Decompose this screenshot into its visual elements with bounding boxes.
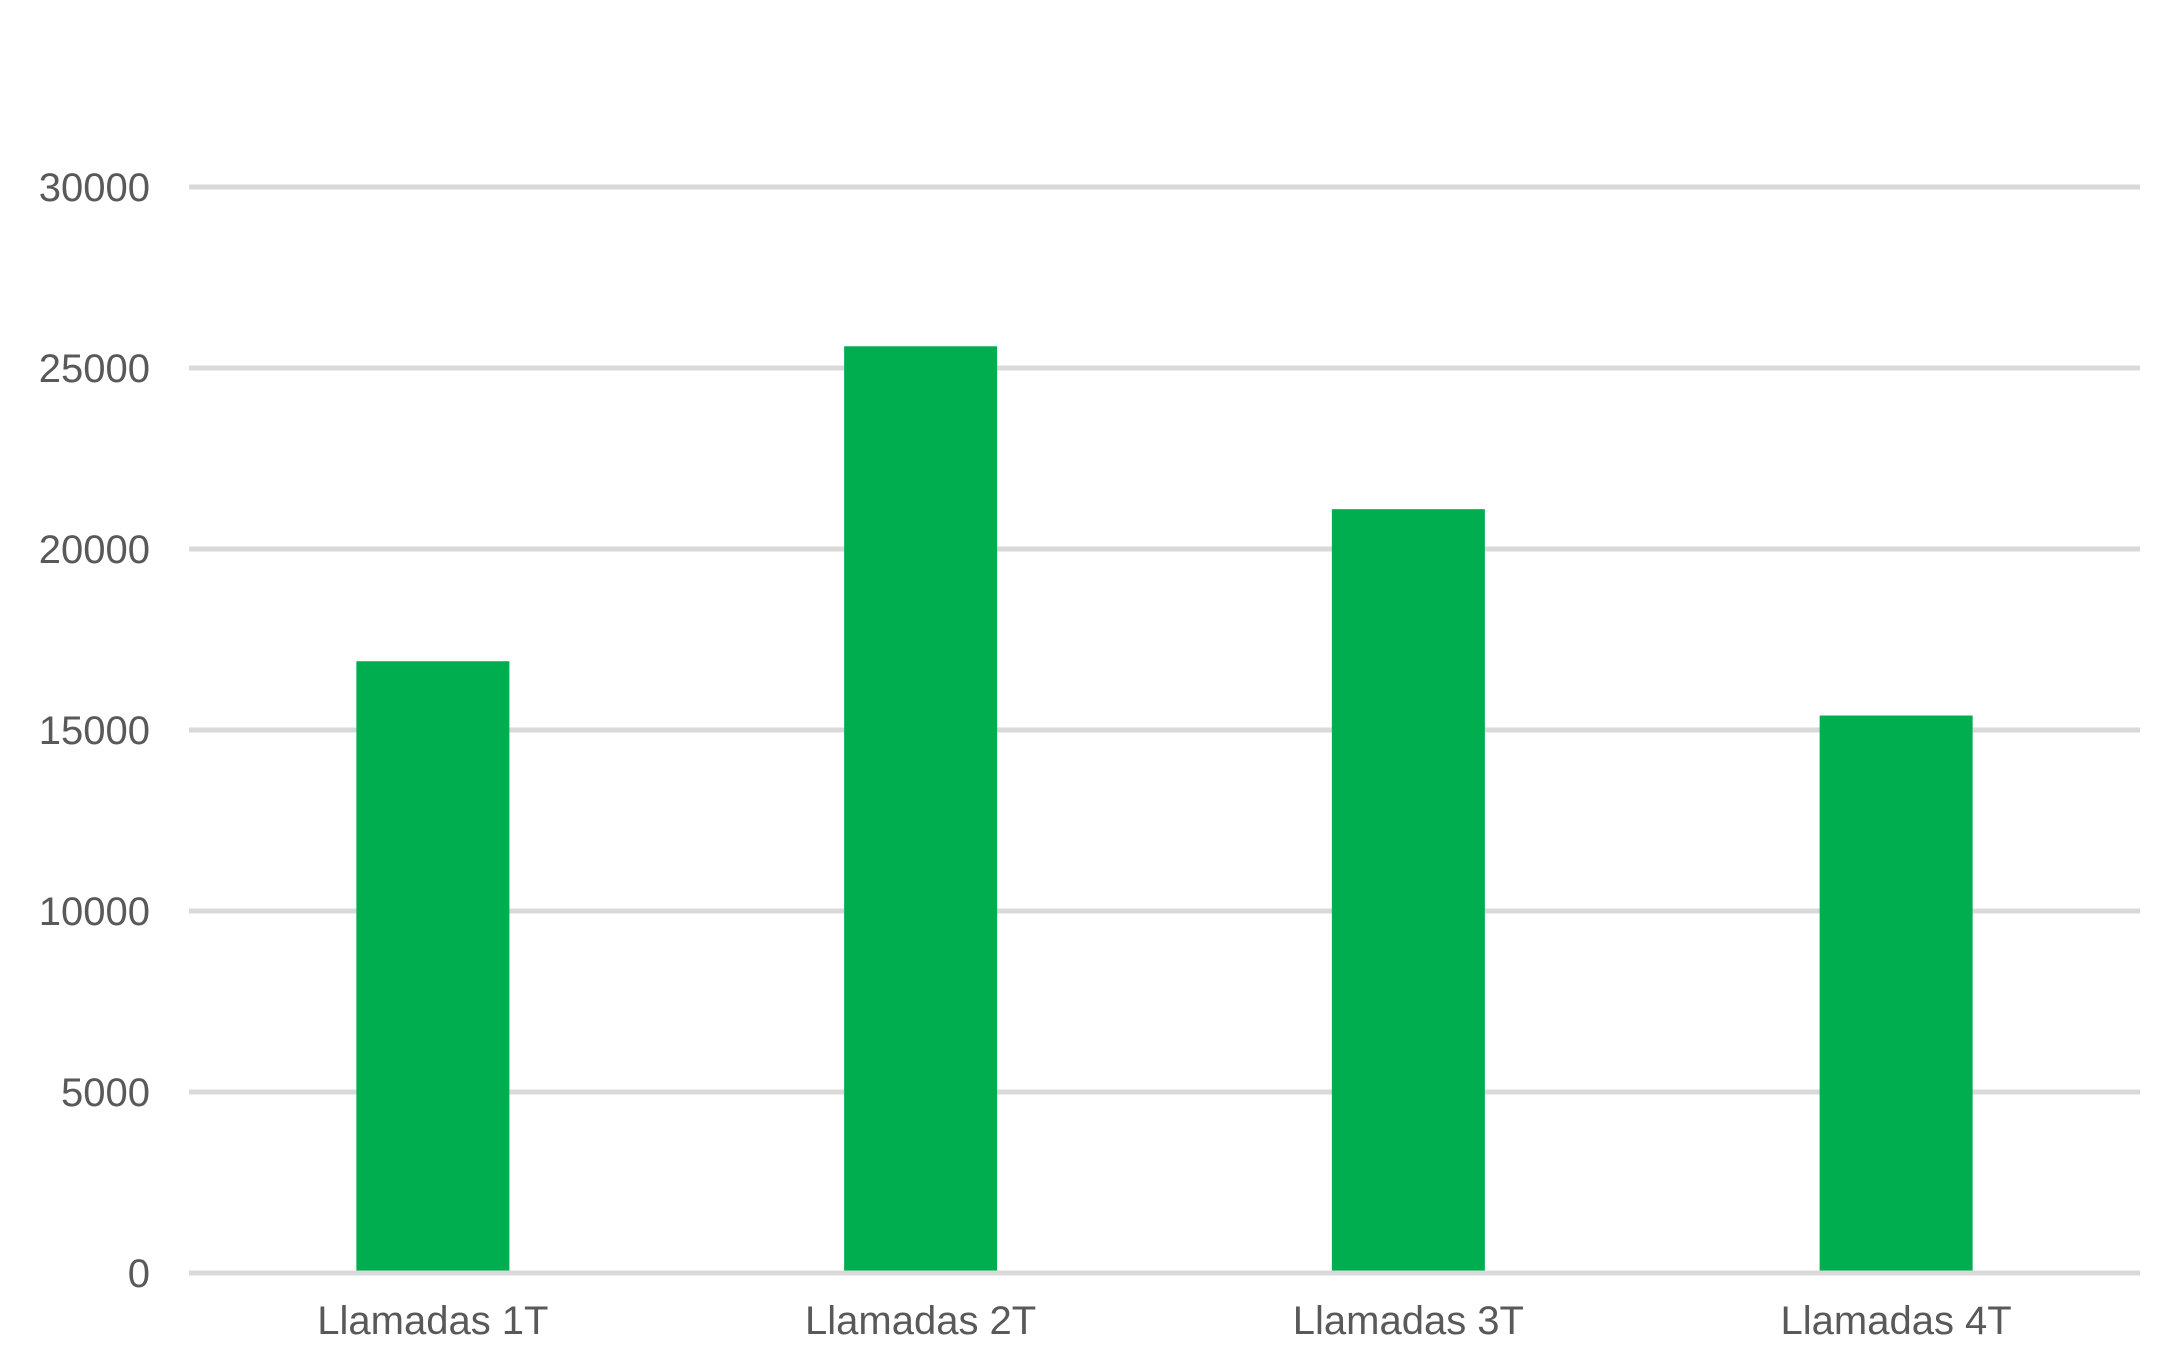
bars: [356, 346, 1973, 1273]
y-tick-label: 5000: [61, 1071, 150, 1115]
bar: [844, 346, 998, 1273]
y-tick-label: 0: [128, 1252, 150, 1296]
y-tick-label: 15000: [39, 709, 150, 753]
x-category-label: Llamadas 2T: [805, 1299, 1036, 1343]
x-axis-category-labels: Llamadas 1T Llamadas 2T Llamadas 3T Llamada…: [317, 1299, 2011, 1343]
x-category-label: Llamadas 1T: [317, 1299, 548, 1343]
x-category-label: Llamadas 4T: [1781, 1299, 2012, 1343]
bar: [1331, 509, 1485, 1273]
y-axis-tick-labels: 0 5000 10000 15000 20000 25000 30000: [39, 166, 150, 1296]
bar: [356, 661, 510, 1273]
bar: [1819, 715, 1973, 1273]
y-tick-label: 10000: [39, 890, 150, 934]
y-tick-label: 25000: [39, 347, 150, 391]
gridlines: [189, 184, 2140, 1095]
y-tick-label: 20000: [39, 528, 150, 572]
y-tick-label: 30000: [39, 166, 150, 210]
x-category-label: Llamadas 3T: [1293, 1299, 1524, 1343]
